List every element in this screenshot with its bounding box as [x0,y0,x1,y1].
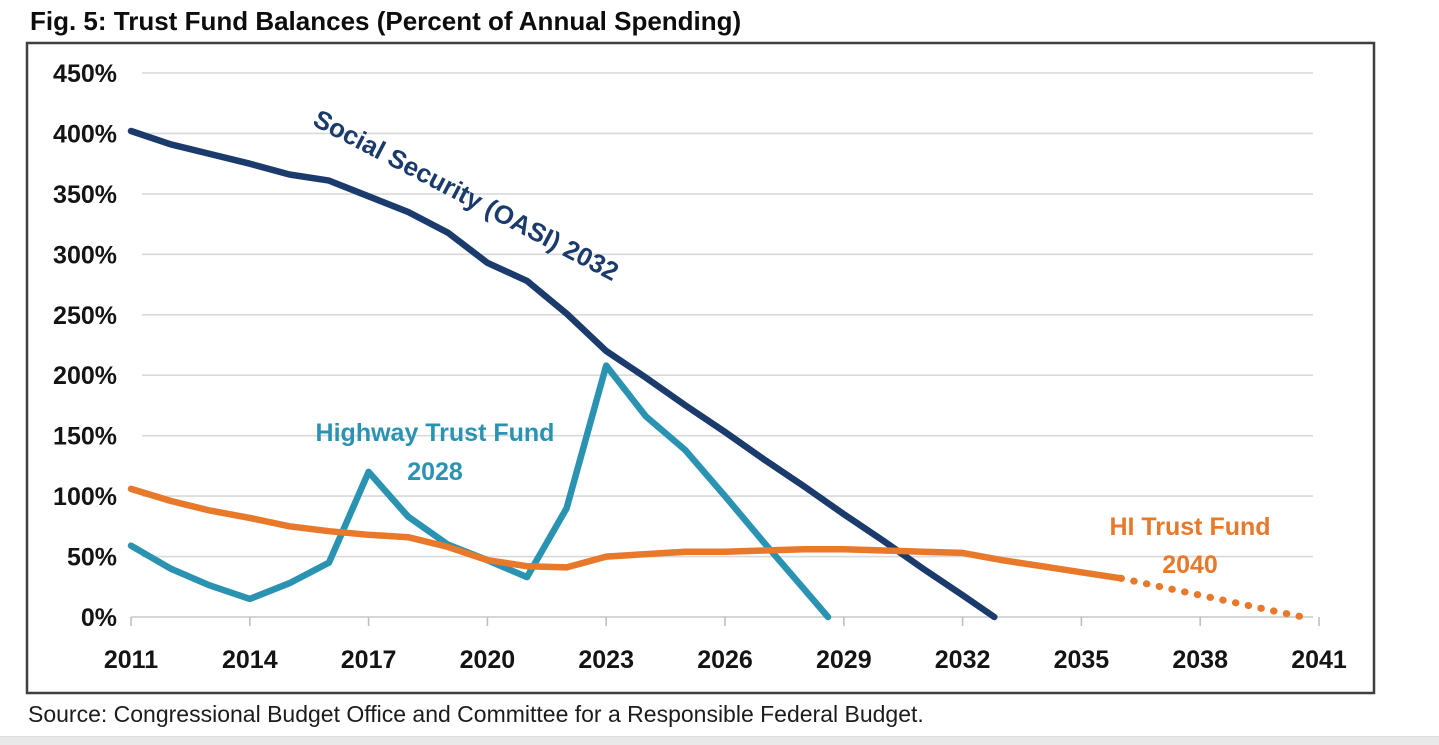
source-note: Source: Congressional Budget Office and … [28,701,924,727]
x-tick-label: 2020 [460,646,516,674]
y-tick-label: 100% [53,483,117,511]
y-tick-label: 400% [53,120,117,148]
series-label-highway: Highway Trust Fund [316,419,555,447]
x-tick-label: 2041 [1291,646,1347,674]
x-tick-label: 2032 [935,646,991,674]
chart-border [25,41,1376,695]
x-tick-label: 2029 [816,646,872,674]
window-edge-strip [0,736,1439,745]
y-tick-label: 50% [67,544,117,572]
y-tick-label: 450% [53,60,117,88]
series-label-hi-year: 2040 [1162,551,1218,579]
series-line-hi-solid [127,485,1125,582]
series-line-oasi [127,127,998,621]
y-tick-label: 150% [53,423,117,451]
chart-title: Fig. 5: Trust Fund Balances (Percent of … [30,6,742,36]
x-tick-label: 2038 [1172,646,1228,674]
x-tick-label: 2017 [341,646,397,674]
x-tick-label: 2023 [578,646,634,674]
x-tick-label: 2011 [104,646,158,674]
series-line-hi-dotted [1117,574,1307,621]
x-tick-label: 2035 [1054,646,1110,674]
x-tick-label: 2026 [697,646,753,674]
y-tick-label: 200% [53,362,117,390]
y-tick-label: 250% [53,302,117,330]
series-label-highway-year: 2028 [407,458,463,486]
x-tick-label: 2014 [222,646,278,674]
series-label-hi: HI Trust Fund [1109,513,1270,541]
y-tick-label: 0% [81,604,117,632]
y-tick-label: 350% [53,181,117,209]
y-tick-label: 300% [53,241,117,269]
